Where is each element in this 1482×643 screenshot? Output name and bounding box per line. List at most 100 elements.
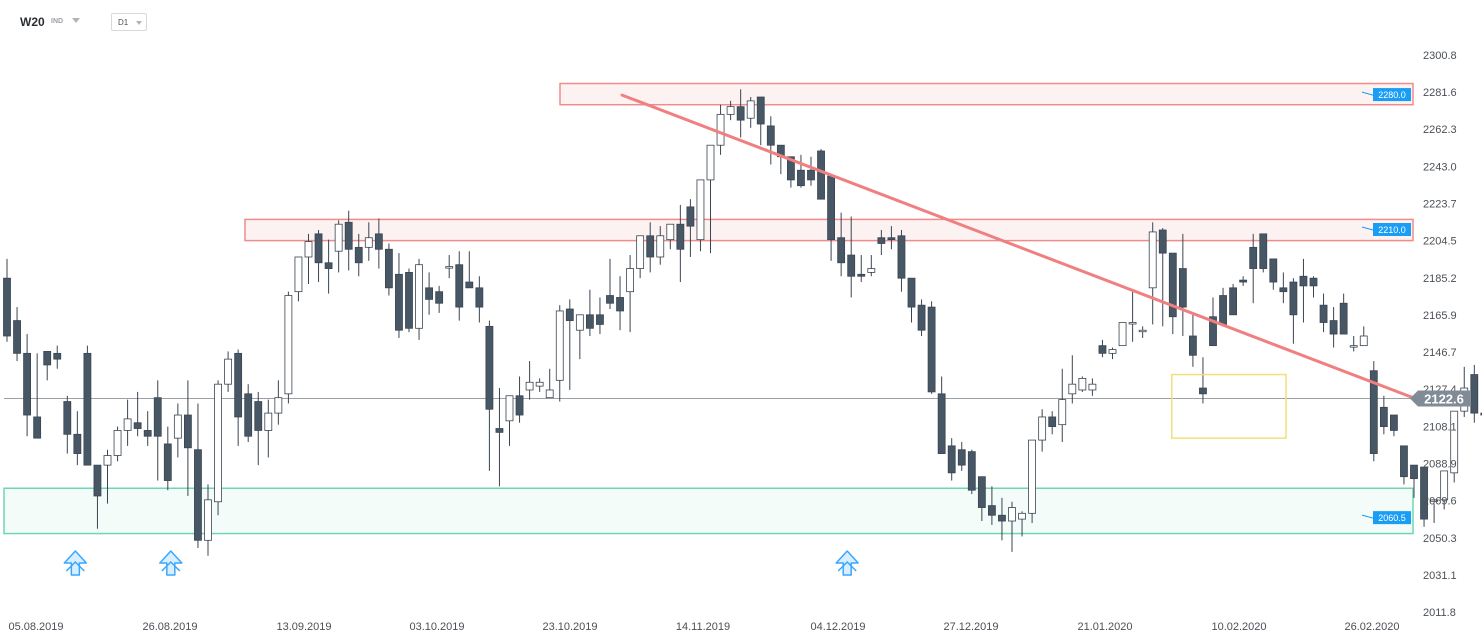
candle-body bbox=[927, 306, 936, 393]
candle-body bbox=[1229, 287, 1237, 316]
candle-body bbox=[465, 281, 474, 289]
symbol-label[interactable]: W20 bbox=[20, 15, 45, 29]
last-price-label: 2122.6 bbox=[1424, 391, 1464, 406]
candle-body bbox=[1158, 229, 1167, 254]
y-tick-label: 2281.6 bbox=[1423, 87, 1457, 99]
level-label-bg bbox=[1373, 88, 1411, 102]
level-labels: 2280.0 2210.0 2060.5 2122.6 bbox=[1361, 88, 1470, 525]
candle-body bbox=[1369, 370, 1378, 454]
candle-body bbox=[395, 273, 403, 331]
candle-body bbox=[1108, 349, 1117, 354]
candle-body bbox=[1028, 439, 1036, 514]
candle-body bbox=[344, 221, 353, 250]
candle-body bbox=[1470, 374, 1479, 414]
candle-body bbox=[626, 268, 634, 293]
y-tick-label: 2108.1 bbox=[1423, 421, 1457, 433]
candle-body bbox=[525, 381, 534, 391]
candle-body bbox=[43, 351, 52, 366]
candle-body bbox=[1440, 470, 1449, 501]
y-tick-label: 2088.9 bbox=[1423, 458, 1457, 470]
candle-body bbox=[1058, 399, 1067, 426]
candle-body bbox=[545, 389, 554, 399]
candle-body bbox=[827, 175, 835, 241]
candle-body bbox=[73, 433, 82, 454]
candle-body bbox=[1379, 406, 1388, 427]
candle-body bbox=[1339, 302, 1348, 335]
candle-body bbox=[304, 241, 313, 258]
y-tick-label: 2011.8 bbox=[1423, 607, 1456, 619]
candle-body bbox=[766, 125, 775, 146]
candle-body bbox=[1349, 345, 1358, 348]
candle-body bbox=[706, 144, 715, 181]
candle-body bbox=[1480, 412, 1482, 416]
candle-body bbox=[937, 393, 946, 454]
candle-body bbox=[1068, 383, 1077, 395]
candle-body bbox=[183, 414, 192, 449]
candle-body bbox=[204, 499, 212, 541]
level-connector bbox=[1361, 91, 1374, 96]
candle-body bbox=[616, 297, 624, 312]
candle-body bbox=[63, 401, 72, 435]
candle-body bbox=[947, 445, 956, 474]
candle-body bbox=[957, 449, 966, 466]
candle-body bbox=[214, 383, 222, 503]
candle-body bbox=[33, 416, 42, 439]
trendline bbox=[620, 93, 1417, 400]
timeframe-dropdown[interactable]: D1 bbox=[111, 13, 147, 31]
candle-body bbox=[163, 443, 172, 481]
arrow-up-icon bbox=[161, 560, 181, 572]
candle-body bbox=[636, 235, 645, 269]
level-zone bbox=[559, 82, 1414, 106]
level-connector bbox=[1361, 226, 1374, 231]
candle-body bbox=[244, 393, 253, 437]
candle-body bbox=[485, 325, 494, 410]
x-tick-label: 13.09.2019 bbox=[276, 621, 331, 633]
level-label: 2060.5 bbox=[1378, 513, 1406, 523]
candle-body bbox=[3, 277, 11, 337]
x-tick-label: 03.10.2019 bbox=[409, 621, 464, 633]
candle-body bbox=[1138, 329, 1147, 333]
x-tick-label: 21.01.2020 bbox=[1077, 621, 1132, 633]
candle-body bbox=[314, 233, 323, 264]
candle-body bbox=[475, 287, 484, 308]
y-tick-label: 2204.5 bbox=[1423, 236, 1457, 248]
candle-body bbox=[797, 169, 805, 187]
candle-body bbox=[1088, 383, 1097, 391]
y-tick-label: 2185.2 bbox=[1423, 273, 1457, 285]
candle-body bbox=[756, 96, 765, 125]
candle-body bbox=[575, 314, 584, 331]
y-tick-label: 2031.1 bbox=[1423, 570, 1457, 582]
candle-body bbox=[666, 223, 675, 241]
symbol-dropdown-icon[interactable] bbox=[72, 18, 80, 23]
candle-body bbox=[53, 352, 62, 360]
y-tick-label: 2146.7 bbox=[1423, 347, 1457, 359]
candle-body bbox=[917, 304, 926, 331]
candle-body bbox=[1309, 277, 1318, 287]
candle-body bbox=[1430, 499, 1438, 502]
level-zones bbox=[3, 82, 1414, 535]
candle-body bbox=[1008, 507, 1016, 522]
arrow-up-icon bbox=[837, 560, 857, 572]
candle-body bbox=[1209, 316, 1217, 347]
candle-body bbox=[1118, 322, 1127, 347]
candle-body bbox=[1018, 512, 1026, 520]
candle-body bbox=[907, 277, 916, 308]
candle-body bbox=[194, 449, 202, 541]
candle-body bbox=[1410, 464, 1418, 480]
candle-body bbox=[847, 254, 856, 277]
y-tick-label: 2262.3 bbox=[1423, 124, 1457, 136]
candle-body bbox=[334, 223, 343, 252]
candle-body bbox=[1289, 281, 1298, 316]
candle-body bbox=[103, 455, 112, 466]
candle-body bbox=[284, 295, 293, 395]
candle-body bbox=[716, 113, 725, 146]
x-tick-label: 26.08.2019 bbox=[142, 621, 197, 633]
candle-body bbox=[1329, 320, 1338, 335]
candle-body bbox=[877, 237, 886, 244]
candle-body bbox=[535, 381, 544, 387]
candle-body bbox=[1400, 445, 1408, 478]
candle-body bbox=[555, 310, 564, 381]
candle-body bbox=[1359, 335, 1368, 347]
candle-body bbox=[415, 264, 423, 329]
